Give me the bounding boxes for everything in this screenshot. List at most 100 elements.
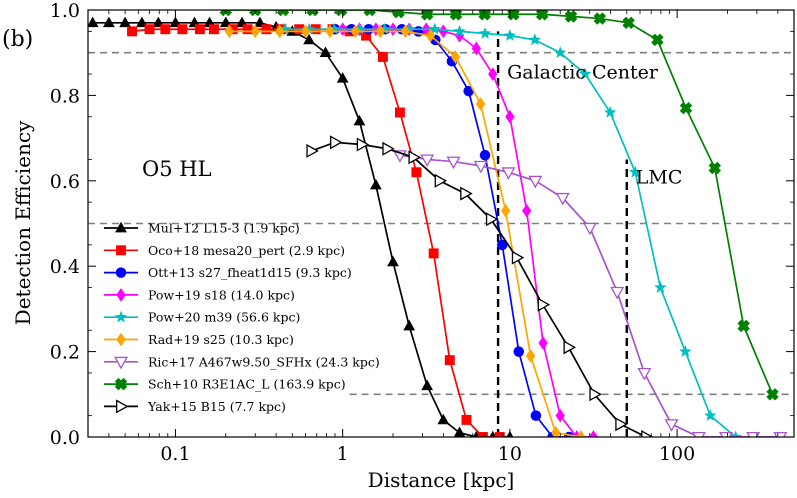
data-point: [729, 430, 742, 437]
data-point: [377, 52, 388, 62]
legend-marker: [115, 221, 127, 233]
data-point: [261, 24, 272, 35]
data-point: [428, 248, 439, 259]
data-point: [588, 430, 599, 437]
x-marker-bar: [593, 12, 607, 25]
data-point: [88, 16, 99, 28]
data-point: [737, 319, 750, 333]
data-point: [408, 150, 421, 165]
legend-entry: Mul+12 L15-3 (1.9 kpc): [104, 221, 300, 236]
data-point: [522, 203, 532, 218]
data-point: [325, 24, 335, 39]
x-axis-label: Distance [kpc]: [368, 468, 515, 492]
data-point: [766, 388, 779, 401]
data-point: [194, 24, 205, 35]
x-marker-bar: [276, 10, 290, 17]
data-point: [664, 419, 679, 432]
series-group: [224, 24, 586, 437]
reference-lines: [88, 31, 794, 437]
data-point: [475, 97, 486, 111]
data-point: [250, 24, 260, 39]
data-point: [392, 10, 405, 19]
data-point: [278, 22, 291, 35]
data-point: [330, 135, 343, 150]
data-point: [610, 286, 625, 300]
y-axis-label: Detection Efficiency: [11, 120, 35, 325]
legend-label: Pow+20 m39 (56.6 kpc): [148, 310, 300, 325]
data-point: [501, 167, 516, 180]
data-point: [477, 432, 488, 437]
data-point: [420, 10, 434, 21]
x-marker-bar: [334, 10, 348, 17]
y-tick-label: 0.8: [50, 85, 80, 107]
series-line: [225, 10, 774, 395]
data-point: [555, 408, 565, 423]
data-point: [537, 297, 551, 312]
data-point: [403, 22, 416, 35]
legend-entry: Ric+17 A467w9.50_SFHx (24.3 kpc): [104, 354, 380, 370]
data-point: [528, 175, 543, 189]
legend-entry: Ott+13 s27_fheat1d15 (9.3 kpc): [104, 265, 352, 280]
data-point: [438, 24, 448, 39]
data-point: [589, 387, 602, 402]
data-point: [160, 24, 171, 35]
data-point: [654, 281, 667, 293]
legend-label: Pow+19 s18 (14.0 kpc): [148, 287, 295, 302]
data-point: [127, 26, 137, 37]
x-tick-label: 0.1: [160, 443, 190, 465]
legend-entry: Pow+19 s18 (14.0 kpc): [104, 287, 295, 302]
reference-line-labels: Galactic Center LMC: [507, 61, 682, 188]
data-point: [428, 22, 441, 35]
data-point: [641, 430, 654, 437]
data-point: [593, 12, 607, 25]
x-marker-bar: [392, 10, 405, 19]
x-marker-bar: [708, 161, 722, 175]
legend-entry: Rad+19 s25 (10.3 kpc): [104, 332, 294, 347]
data-point: [578, 67, 592, 80]
panel-label: (b): [2, 27, 33, 52]
legend: Mul+12 L15-3 (1.9 kpc) Oco+18 mesa20_pert…: [104, 221, 380, 414]
data-point: [227, 24, 238, 35]
data-point: [353, 114, 366, 126]
data-point: [563, 340, 576, 355]
series-group: [338, 22, 599, 437]
data-point: [224, 24, 234, 39]
data-point: [378, 22, 391, 35]
data-point: [209, 24, 219, 35]
data-point: [478, 26, 492, 39]
data-point: [453, 426, 466, 437]
legend-label: Ott+13 s27_fheat1d15 (9.3 kpc): [148, 265, 352, 280]
data-point: [494, 432, 505, 437]
data-point: [535, 10, 549, 21]
legend-marker: [114, 377, 128, 391]
data-point: [528, 33, 542, 46]
data-point: [554, 46, 567, 58]
data-point: [420, 154, 435, 167]
x-marker-bar: [114, 377, 128, 391]
x-tick-label: 10: [498, 443, 522, 465]
x-marker-bar: [478, 10, 491, 21]
data-point: [615, 417, 628, 432]
legend-entry: Pow+20 m39 (56.6 kpc): [104, 310, 300, 325]
data-point: [363, 10, 376, 17]
o5-annotation: O5 HL: [142, 157, 212, 181]
x-marker-bar: [449, 10, 463, 21]
data-point: [582, 222, 597, 236]
data-point: [496, 239, 508, 251]
data-point: [248, 10, 262, 17]
x-marker-bar: [564, 10, 578, 23]
data-point: [629, 165, 642, 178]
y-tick-label: 1.0: [50, 0, 80, 22]
legend-label: Rad+19 s25 (10.3 kpc): [148, 332, 294, 347]
legend-marker: [116, 332, 126, 347]
data-point: [425, 28, 436, 43]
data-point: [449, 10, 463, 21]
data-point: [503, 29, 517, 41]
legend-marker: [116, 288, 126, 302]
data-point: [334, 10, 348, 17]
legend-entry: Sch+10 R3E1AC_L (163.9 kpc): [104, 377, 346, 392]
data-point: [479, 149, 491, 161]
data-point: [679, 101, 693, 115]
data-point: [453, 24, 466, 37]
data-point: [637, 367, 652, 381]
